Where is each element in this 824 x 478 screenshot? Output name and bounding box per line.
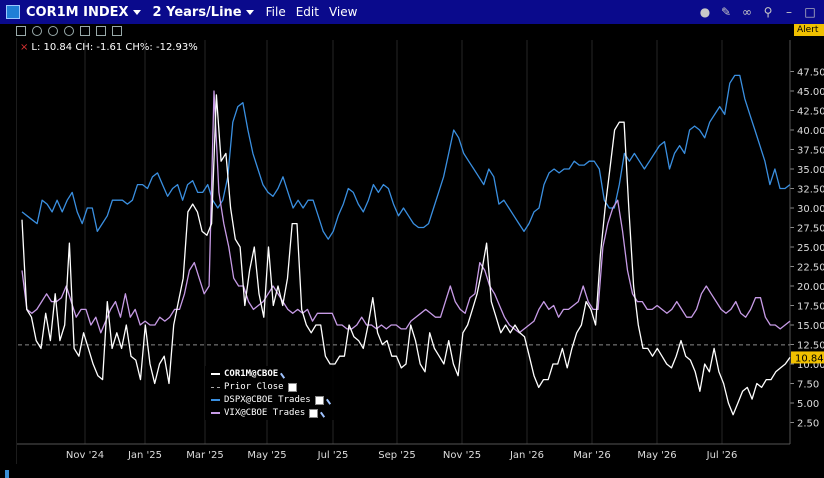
series-line-cor1m[interactable] [21,94,791,416]
chart-type-icon[interactable] [16,26,26,36]
x-tick-label: Jul '26 [706,450,738,461]
menu-edit[interactable]: Edit [295,5,319,19]
series-line-vix[interactable] [21,90,791,334]
y-tick-label: 40.00 [797,126,824,137]
legend-toggle-icon[interactable] [5,470,9,478]
chart-toolbar [0,24,824,38]
zoom-in-icon[interactable] [48,26,58,36]
x-tick-label: May '25 [247,450,286,461]
pin-icon[interactable] [280,369,291,379]
chevron-down-icon [132,9,141,15]
legend-item-prior-close[interactable]: Prior Close [211,381,297,393]
series-line-dspx[interactable] [21,74,791,240]
ticker-title: COR1M INDEX [26,4,129,20]
y-tick-label: 20.00 [797,282,824,293]
y-tick-label: 12.50 [797,341,824,352]
wrench-icon[interactable]: ✎ [720,5,732,19]
pin-icon[interactable]: ⚲ [763,5,773,19]
last-value-badge [791,351,824,364]
y-tick-label: 30.00 [797,204,824,215]
last-value-readout: L: 10.84 CH: -1.61 CH%: -12.93% [31,42,198,53]
settings-icon[interactable] [112,26,122,36]
chart-app-icon [6,5,20,19]
y-tick-label: 32.50 [797,185,824,196]
y-tick-label: 5.00 [797,399,819,410]
close-icon[interactable]: × [20,42,29,53]
y-tick-label: 27.50 [797,224,824,235]
x-axis: Nov '24 Jan '25 Mar '25 May '25 Jul '25 Sep '… [17,443,790,461]
grid [84,40,723,444]
y-tick-label: 37.50 [797,146,824,157]
legend-label: Prior Close [224,382,284,392]
y-tick-label: 7.50 [797,380,819,391]
period-selector[interactable]: 2 Years/Line [153,5,254,20]
x-tick-label: Nov '25 [443,450,481,461]
minimize-icon[interactable]: – [786,5,792,19]
legend-swatch [211,412,220,414]
x-tick-label: May '26 [637,450,676,461]
pin-icon[interactable] [325,395,336,405]
x-tick-label: Mar '26 [573,450,611,461]
maximize-icon[interactable]: □ [804,5,816,19]
period-label: 2 Years/Line [152,4,242,20]
y-tick-label: 17.50 [797,302,824,313]
legend-swatch [211,373,220,375]
y-tick-label: 2.50 [797,419,819,430]
y-axis: 47.50 45.00 42.50 40.00 37.50 35.00 32.50 30.00… [789,40,824,444]
legend-item-dspx[interactable]: DSPX@CBOE Trades [211,394,336,406]
x-tick-label: Sep '25 [378,450,416,461]
chart-canvas[interactable]: 47.50 45.00 42.50 40.00 37.50 35.00 32.50 30.00… [0,0,824,464]
pin-icon[interactable] [320,408,331,418]
alert-button[interactable]: Alert [794,24,824,36]
y-tick-label: 10.00 [797,360,824,371]
x-tick-label: Jul '25 [317,450,349,461]
zoom-out-icon[interactable] [64,26,74,36]
legend-swatch [211,399,220,401]
y-tick-label: 42.50 [797,107,824,118]
legend-item-cor1m[interactable]: COR1M@CBOE [211,368,291,380]
x-tick-label: Jan '26 [509,450,544,461]
y-tick-label: 15.00 [797,321,824,332]
info-line: × L: 10.84 CH: -1.61 CH%: -12.93% [20,42,198,53]
legend-label: DSPX@CBOE Trades [224,395,311,405]
group-icon[interactable]: ● [699,5,711,19]
menu-view[interactable]: View [328,5,358,19]
title-bar: COR1M INDEX 2 Years/Line File Edit View … [0,0,824,24]
annotate-icon[interactable] [96,26,106,36]
y-tick-label: 25.00 [797,243,824,254]
crosshair-icon[interactable] [32,26,42,36]
y-tick-label: 47.50 [797,68,824,79]
legend-checkbox[interactable] [314,395,324,405]
last-value-label: 10.84 [795,353,824,364]
y-tick-label: 22.50 [797,263,824,274]
legend-label: COR1M@CBOE [224,369,279,379]
legend-checkbox[interactable] [309,408,319,418]
link-icon[interactable]: ∞ [742,5,752,19]
draw-icon[interactable] [80,26,90,36]
y-tick-label: 35.00 [797,165,824,176]
legend-label: VIX@CBOE Trades [224,408,306,418]
menu-file[interactable]: File [265,5,286,19]
legend-swatch [211,386,220,388]
ticker-selector[interactable]: COR1M INDEX [26,5,141,20]
legend: COR1M@CBOE Prior Close DSPX@CBOE Trades … [205,366,353,420]
x-tick-label: Nov '24 [66,450,104,461]
x-tick-label: Mar '25 [186,450,224,461]
x-tick-label: Jan '25 [127,450,162,461]
legend-item-vix[interactable]: VIX@CBOE Trades [211,407,331,419]
y-tick-label: 45.00 [797,87,824,98]
chevron-down-icon [245,9,254,15]
legend-checkbox[interactable] [287,382,297,392]
series-lines [18,74,791,416]
